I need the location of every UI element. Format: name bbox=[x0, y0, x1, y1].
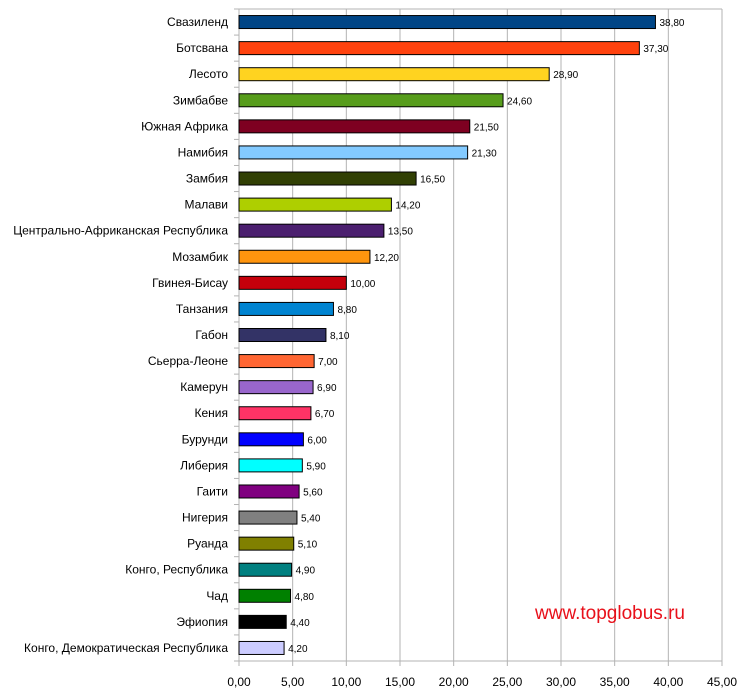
data-label: 4,80 bbox=[295, 592, 315, 603]
category-label: Свазиленд bbox=[167, 15, 228, 29]
category-label: Эфиопия bbox=[176, 615, 228, 629]
bar bbox=[238, 145, 469, 160]
category-label: Малави bbox=[184, 198, 228, 212]
data-label: 12,20 bbox=[374, 253, 399, 264]
data-label: 5,60 bbox=[303, 487, 323, 498]
bar bbox=[238, 223, 385, 238]
bar bbox=[238, 562, 293, 577]
data-label: 8,80 bbox=[337, 305, 357, 316]
category-labels: Свазиленд Ботсвана Лесото Зимбабве Южная Афр… bbox=[13, 15, 229, 655]
x-tick-label: 0,00 bbox=[227, 675, 251, 689]
bar bbox=[238, 380, 314, 395]
data-label: 37,30 bbox=[643, 44, 668, 55]
data-label: 5,40 bbox=[301, 514, 321, 525]
data-label: 6,90 bbox=[317, 383, 337, 394]
x-tick-label: 30,00 bbox=[546, 675, 576, 689]
data-label: 10,00 bbox=[350, 279, 375, 290]
x-tick-label: 45,00 bbox=[707, 675, 737, 689]
category-label: Бурунди bbox=[182, 432, 228, 446]
category-label: Южная Африка bbox=[141, 119, 228, 133]
bar bbox=[238, 275, 347, 290]
category-label: Камерун bbox=[180, 380, 228, 394]
bar bbox=[238, 197, 392, 212]
bar bbox=[238, 328, 327, 342]
bars: 38,80 37,30 28,90 24,60 21,50 21,30 16,50 14,20… bbox=[238, 15, 685, 655]
bar bbox=[238, 640, 285, 655]
category-label: Габон bbox=[195, 328, 228, 342]
bar bbox=[238, 432, 304, 447]
x-axis-ticks: 0,00 5,00 10,00 15,00 20,00 25,00 30,00 35,00 40… bbox=[227, 675, 737, 689]
data-label: 24,60 bbox=[507, 96, 532, 107]
bar bbox=[238, 171, 417, 186]
category-label: Танзания bbox=[176, 302, 228, 316]
bar bbox=[238, 588, 292, 603]
x-tick-label: 40,00 bbox=[653, 675, 683, 689]
bar bbox=[238, 458, 303, 473]
data-label: 6,00 bbox=[307, 435, 327, 446]
category-label: Лесото bbox=[189, 67, 228, 81]
category-label: Кения bbox=[195, 406, 229, 420]
x-tick-label: 20,00 bbox=[439, 675, 469, 689]
category-label: Зимбабве bbox=[173, 93, 228, 107]
data-label: 14,20 bbox=[395, 201, 420, 212]
bar bbox=[238, 67, 550, 82]
category-label: Центрально-Африканская Республика bbox=[13, 224, 228, 238]
category-label: Гаити bbox=[197, 484, 228, 498]
data-label: 4,20 bbox=[288, 644, 308, 655]
category-label: Конго, Демократическая Республика bbox=[24, 641, 228, 655]
category-label: Замбия bbox=[186, 172, 228, 186]
bar bbox=[238, 614, 287, 629]
data-label: 21,50 bbox=[474, 122, 499, 133]
bar bbox=[238, 484, 300, 499]
bar bbox=[238, 301, 334, 316]
bar bbox=[238, 249, 371, 264]
bar bbox=[238, 41, 640, 56]
data-label: 7,00 bbox=[318, 357, 338, 368]
category-label: Руанда bbox=[187, 537, 228, 551]
category-label: Нигерия bbox=[182, 511, 228, 525]
x-tick-label: 35,00 bbox=[600, 675, 630, 689]
x-tick-label: 10,00 bbox=[331, 675, 361, 689]
x-tick-label: 15,00 bbox=[385, 675, 415, 689]
data-label: 8,10 bbox=[330, 331, 350, 342]
category-label: Чад bbox=[206, 589, 228, 603]
x-tick-label: 5,00 bbox=[281, 675, 305, 689]
bar bbox=[238, 406, 312, 421]
data-label: 16,50 bbox=[420, 175, 445, 186]
category-label: Сьерра-Леоне bbox=[148, 354, 228, 368]
data-label: 5,10 bbox=[298, 540, 318, 551]
watermark: www.topglobus.ru bbox=[534, 603, 685, 624]
category-label: Ботсвана bbox=[176, 41, 228, 55]
bar bbox=[238, 119, 471, 134]
bar bbox=[238, 15, 656, 30]
x-tick-label: 25,00 bbox=[492, 675, 522, 689]
bar bbox=[238, 93, 504, 108]
data-label: 38,80 bbox=[659, 18, 684, 29]
category-label: Либерия bbox=[180, 458, 228, 472]
category-label: Мозамбик bbox=[172, 250, 229, 264]
data-label: 13,50 bbox=[388, 227, 413, 238]
data-label: 6,70 bbox=[315, 409, 335, 420]
bar bbox=[238, 510, 298, 525]
data-label: 5,90 bbox=[306, 461, 326, 472]
category-label: Гвинея-Бисау bbox=[152, 276, 228, 290]
bar bbox=[238, 354, 315, 369]
data-label: 28,90 bbox=[553, 70, 578, 81]
data-label: 4,40 bbox=[290, 618, 310, 629]
category-label: Намибия bbox=[178, 145, 228, 159]
category-label: Конго, Республика bbox=[125, 563, 228, 577]
data-label: 21,30 bbox=[472, 148, 497, 159]
bar bbox=[238, 536, 295, 551]
data-label: 4,90 bbox=[296, 566, 316, 577]
